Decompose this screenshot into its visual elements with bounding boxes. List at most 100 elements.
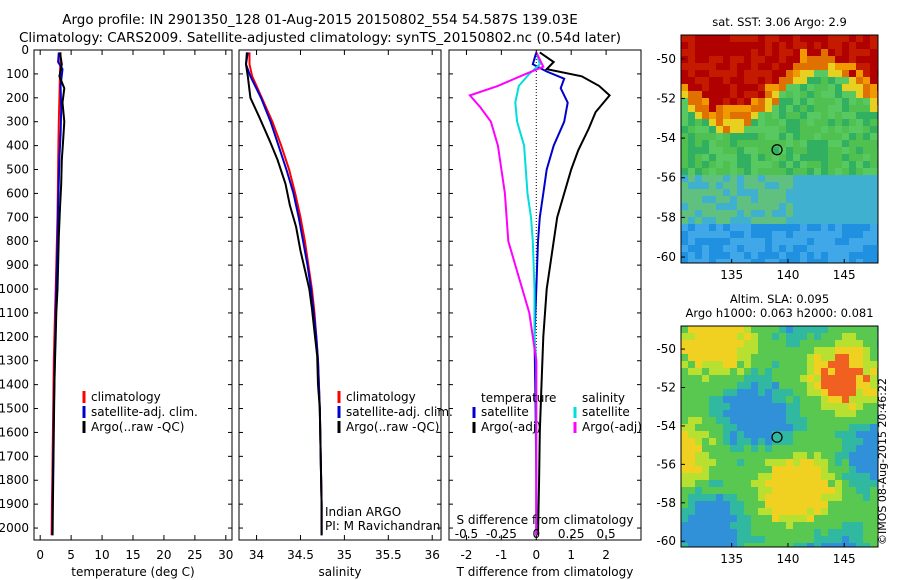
map-cell	[856, 424, 863, 431]
map-cell	[779, 508, 786, 515]
map-cell	[856, 91, 863, 98]
map-cell	[688, 515, 695, 522]
map-cell	[821, 126, 828, 133]
map-cell	[821, 112, 828, 119]
map-cell	[807, 217, 814, 224]
map-cell	[842, 224, 849, 231]
map-cell	[737, 252, 744, 259]
map-cell	[821, 375, 828, 382]
map-cell	[786, 245, 793, 252]
map-cell	[751, 63, 758, 70]
map-cell	[716, 480, 723, 487]
map-cell	[716, 515, 723, 522]
map-cell	[758, 175, 765, 182]
map-cell	[737, 494, 744, 501]
map-cell	[688, 368, 695, 375]
map-cell	[863, 63, 870, 70]
map-cell	[814, 333, 821, 340]
map-y-tick-label: -58	[656, 210, 676, 224]
map-cell	[695, 42, 702, 49]
map-cell	[786, 466, 793, 473]
map-cell	[751, 238, 758, 245]
map-cell	[730, 347, 737, 354]
map-cell	[751, 119, 758, 126]
map-cell	[681, 410, 688, 417]
map-cell	[688, 175, 695, 182]
map-cell	[800, 77, 807, 84]
map-cell	[779, 224, 786, 231]
map-cell	[709, 445, 716, 452]
map-cell	[828, 529, 835, 536]
map-cell	[765, 410, 772, 417]
map-cell	[772, 245, 779, 252]
map-cell	[716, 119, 723, 126]
map-cell	[723, 382, 730, 389]
map-cell	[821, 63, 828, 70]
map-cell	[758, 515, 765, 522]
map-cell	[870, 445, 877, 452]
map-cell	[737, 522, 744, 529]
map-cell	[758, 431, 765, 438]
map-cell	[807, 252, 814, 259]
map-cell	[737, 459, 744, 466]
map-cell	[681, 438, 688, 445]
map-cell	[821, 119, 828, 126]
map-cell	[800, 147, 807, 154]
map-cell	[870, 382, 877, 389]
map-cell	[870, 354, 877, 361]
map-cell	[681, 105, 688, 112]
map-cell	[744, 126, 751, 133]
map-cell	[849, 508, 856, 515]
map-cell	[681, 70, 688, 77]
map-cell	[856, 182, 863, 189]
map-cell	[765, 63, 772, 70]
map-cell	[695, 259, 702, 263]
map-cell	[709, 238, 716, 245]
map-cell	[793, 175, 800, 182]
map-cell	[737, 42, 744, 49]
map-cell	[758, 56, 765, 63]
map-cell	[779, 459, 786, 466]
map-cell	[835, 508, 842, 515]
map-cell	[702, 133, 709, 140]
map-cell	[695, 494, 702, 501]
map-cell	[835, 217, 842, 224]
map-cell	[842, 217, 849, 224]
map-cell	[737, 147, 744, 154]
map-cell	[723, 543, 730, 547]
map-cell	[688, 252, 695, 259]
map-cell	[828, 84, 835, 91]
map-cell	[786, 333, 793, 340]
map-cell	[758, 417, 765, 424]
map-cell	[702, 112, 709, 119]
map-cell	[730, 42, 737, 49]
map-cell	[709, 175, 716, 182]
map-cell	[688, 445, 695, 452]
map-cell	[751, 333, 758, 340]
map-cell	[779, 77, 786, 84]
map-cell	[681, 217, 688, 224]
map-cell	[765, 91, 772, 98]
map-cell	[856, 70, 863, 77]
map-cell	[716, 326, 723, 333]
map-cell	[828, 147, 835, 154]
map-cell	[870, 112, 877, 119]
map-cell	[702, 417, 709, 424]
map-cell	[751, 382, 758, 389]
map-cell	[856, 536, 863, 543]
map-cell	[765, 105, 772, 112]
map-cell	[863, 175, 870, 182]
map-cell	[800, 168, 807, 175]
map-cell	[681, 543, 688, 547]
map-cell	[814, 105, 821, 112]
x-tick-label: 2	[602, 548, 610, 562]
map-cell	[730, 231, 737, 238]
map-cell	[758, 224, 765, 231]
map-cell	[681, 522, 688, 529]
map-cell	[765, 98, 772, 105]
map-cell	[856, 522, 863, 529]
map-cell	[730, 175, 737, 182]
map-cell	[828, 466, 835, 473]
y-tick-label: 1000	[0, 282, 29, 296]
map-cell	[842, 340, 849, 347]
